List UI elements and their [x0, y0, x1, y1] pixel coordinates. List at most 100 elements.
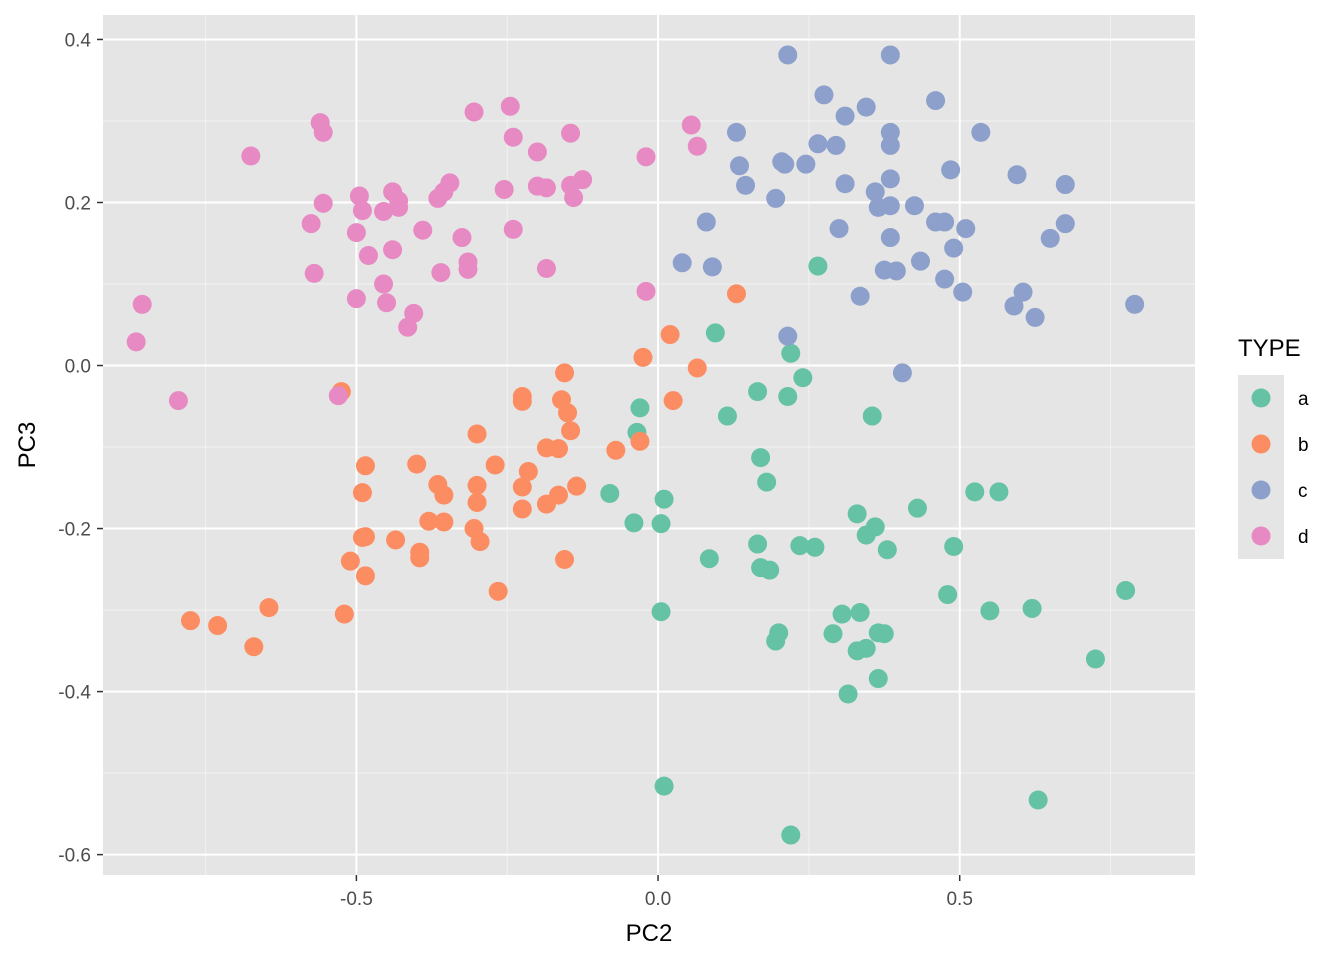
data-point-b: [606, 440, 626, 460]
legend-key-b: [1251, 434, 1271, 454]
x-tick-label: 0.5: [946, 889, 972, 910]
data-point-c: [736, 175, 756, 195]
legend-key-c: [1251, 480, 1271, 500]
data-point-a: [1085, 649, 1105, 669]
data-point-b: [561, 421, 581, 441]
y-axis-title: PC3: [14, 422, 41, 469]
data-point-c: [766, 188, 786, 208]
data-point-d: [374, 274, 394, 294]
data-point-c: [944, 238, 964, 258]
data-point-d: [328, 386, 348, 406]
legend-label-c: c: [1298, 481, 1308, 502]
data-point-a: [699, 549, 719, 569]
data-point-b: [407, 454, 427, 474]
data-point-d: [304, 263, 324, 283]
data-point-d: [413, 220, 433, 240]
data-point-a: [989, 482, 1009, 502]
data-point-b: [467, 475, 487, 495]
data-point-d: [494, 179, 514, 199]
legend: TYPE a b c d: [1238, 335, 1309, 559]
data-point-c: [935, 269, 955, 289]
data-point-d: [503, 219, 523, 239]
data-point-b: [259, 598, 279, 618]
y-tick-label: 0.2: [65, 193, 91, 214]
data-point-c: [1025, 307, 1045, 327]
data-point-c: [726, 122, 746, 142]
data-point-c: [829, 219, 849, 239]
data-point-c: [880, 135, 900, 155]
data-point-b: [434, 485, 454, 505]
data-point-d: [452, 228, 472, 248]
data-point-b: [434, 512, 454, 532]
data-point-c: [808, 134, 828, 154]
data-point-a: [651, 514, 671, 534]
data-point-b: [419, 511, 439, 531]
data-point-d: [389, 197, 409, 217]
data-point-c: [856, 97, 876, 117]
y-tick-label: 0.0: [65, 357, 91, 378]
data-point-d: [346, 223, 366, 243]
data-point-d: [536, 259, 556, 279]
data-point-c: [956, 219, 976, 239]
data-point-d: [561, 123, 581, 143]
data-point-a: [877, 540, 897, 560]
data-point-a: [1022, 598, 1042, 618]
data-point-d: [313, 122, 333, 142]
data-point-b: [488, 581, 508, 601]
data-point-d: [458, 259, 478, 279]
data-point-b: [549, 439, 569, 459]
data-point-c: [865, 182, 885, 202]
axis-ticks: -0.5 0.0 0.5 0.4 0.2 0.0 -0.2 -0.4 -0.6: [58, 30, 973, 910]
data-point-a: [965, 482, 985, 502]
data-point-c: [835, 106, 855, 126]
data-point-d: [564, 188, 584, 208]
data-point-b: [485, 455, 505, 475]
data-point-b: [512, 391, 532, 411]
data-point-a: [850, 603, 870, 623]
data-point-a: [805, 537, 825, 557]
data-point-c: [775, 154, 795, 174]
data-point-d: [503, 127, 523, 147]
data-point-a: [1028, 790, 1048, 810]
data-point-a: [654, 489, 674, 509]
data-point-a: [748, 534, 768, 554]
data-point-a: [790, 536, 810, 556]
data-point-a: [760, 560, 780, 580]
x-tick-label: -0.5: [340, 889, 373, 910]
y-tick-label: -0.6: [58, 846, 91, 867]
data-point-b: [726, 284, 746, 304]
data-point-b: [355, 527, 375, 547]
data-point-b: [334, 604, 354, 624]
data-point-b: [244, 637, 264, 657]
data-points: [126, 45, 1145, 845]
data-point-a: [717, 406, 737, 426]
data-point-d: [500, 96, 520, 116]
x-axis-title: PC2: [626, 920, 673, 947]
data-point-c: [1004, 296, 1024, 316]
data-point-c: [880, 45, 900, 65]
data-point-d: [398, 317, 418, 337]
data-point-a: [705, 323, 725, 343]
data-point-c: [796, 154, 816, 174]
y-tick-label: -0.4: [58, 683, 91, 704]
data-point-a: [847, 641, 867, 661]
data-point-c: [904, 196, 924, 216]
data-point-c: [1055, 175, 1075, 195]
data-point-b: [512, 477, 532, 497]
data-point-d: [431, 263, 451, 283]
data-point-b: [512, 499, 532, 519]
data-point-c: [814, 85, 834, 105]
data-point-b: [660, 325, 680, 345]
data-point-a: [793, 368, 813, 388]
data-point-b: [180, 611, 200, 631]
data-point-c: [1040, 228, 1060, 248]
data-point-b: [410, 548, 430, 568]
data-point-a: [907, 498, 927, 518]
data-point-a: [980, 601, 1000, 621]
data-point-c: [880, 122, 900, 142]
data-point-b: [352, 483, 372, 503]
data-point-c: [702, 257, 722, 277]
y-tick-label: 0.4: [65, 30, 92, 51]
data-point-a: [757, 472, 777, 492]
data-point-d: [383, 240, 403, 260]
